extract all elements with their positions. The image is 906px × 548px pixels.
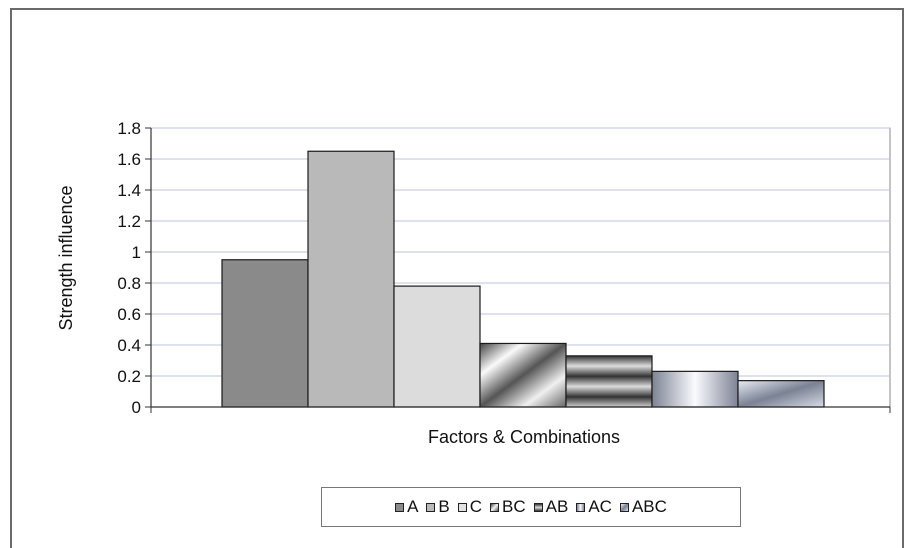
legend: A B C BC AB AC ABC [321, 487, 741, 527]
bar-ac [651, 370, 739, 408]
legend-swatch [457, 502, 467, 512]
legend-label: ABC [631, 497, 667, 516]
legend-swatch [576, 502, 586, 512]
legend-item-b: B [426, 497, 450, 517]
bar-abc [737, 380, 825, 408]
legend-swatch [619, 502, 629, 512]
legend-label: B [438, 497, 450, 516]
y-tick-label: 1 [132, 243, 141, 262]
axes: 0 0.2 0.4 0.6 0.8 1 1.2 1.4 1.6 1.8 [117, 119, 891, 417]
legend-label: AB [545, 497, 569, 516]
bar-ab [565, 355, 653, 408]
y-tick-label: 0 [132, 398, 141, 417]
legend-item-abc: ABC [619, 497, 667, 517]
y-tick-label: 1.6 [117, 150, 141, 169]
legend-label: A [407, 497, 419, 516]
legend-item-ac: AC [576, 497, 612, 517]
y-tick-label: 1.8 [117, 119, 141, 138]
legend-swatch [533, 502, 543, 512]
legend-swatch [395, 502, 405, 512]
y-tick-label: 0.6 [117, 305, 141, 324]
legend-label: C [469, 497, 483, 516]
y-tick-label: 1.2 [117, 212, 141, 231]
chart-frame [10, 8, 904, 548]
legend-item-ab: AB [533, 497, 569, 517]
bar-c [393, 285, 481, 408]
legend-item-c: C [457, 497, 483, 517]
y-axis-label: Strength influence [56, 185, 76, 330]
x-axis-label: Factors & Combinations [428, 427, 620, 447]
bar-bc [479, 342, 567, 408]
legend-item-bc: BC [490, 497, 526, 517]
legend-label: AC [588, 497, 612, 516]
y-tick-label: 0.4 [117, 336, 141, 355]
y-tick-label: 0.2 [117, 367, 141, 386]
legend-swatch [490, 502, 500, 512]
y-tick-label: 0.8 [117, 274, 141, 293]
legend-label: BC [502, 497, 526, 516]
bar-b [307, 150, 395, 408]
y-tick-label: 1.4 [117, 181, 141, 200]
bar-a [221, 259, 309, 408]
legend-swatch [426, 502, 436, 512]
legend-item-a: A [395, 497, 418, 517]
